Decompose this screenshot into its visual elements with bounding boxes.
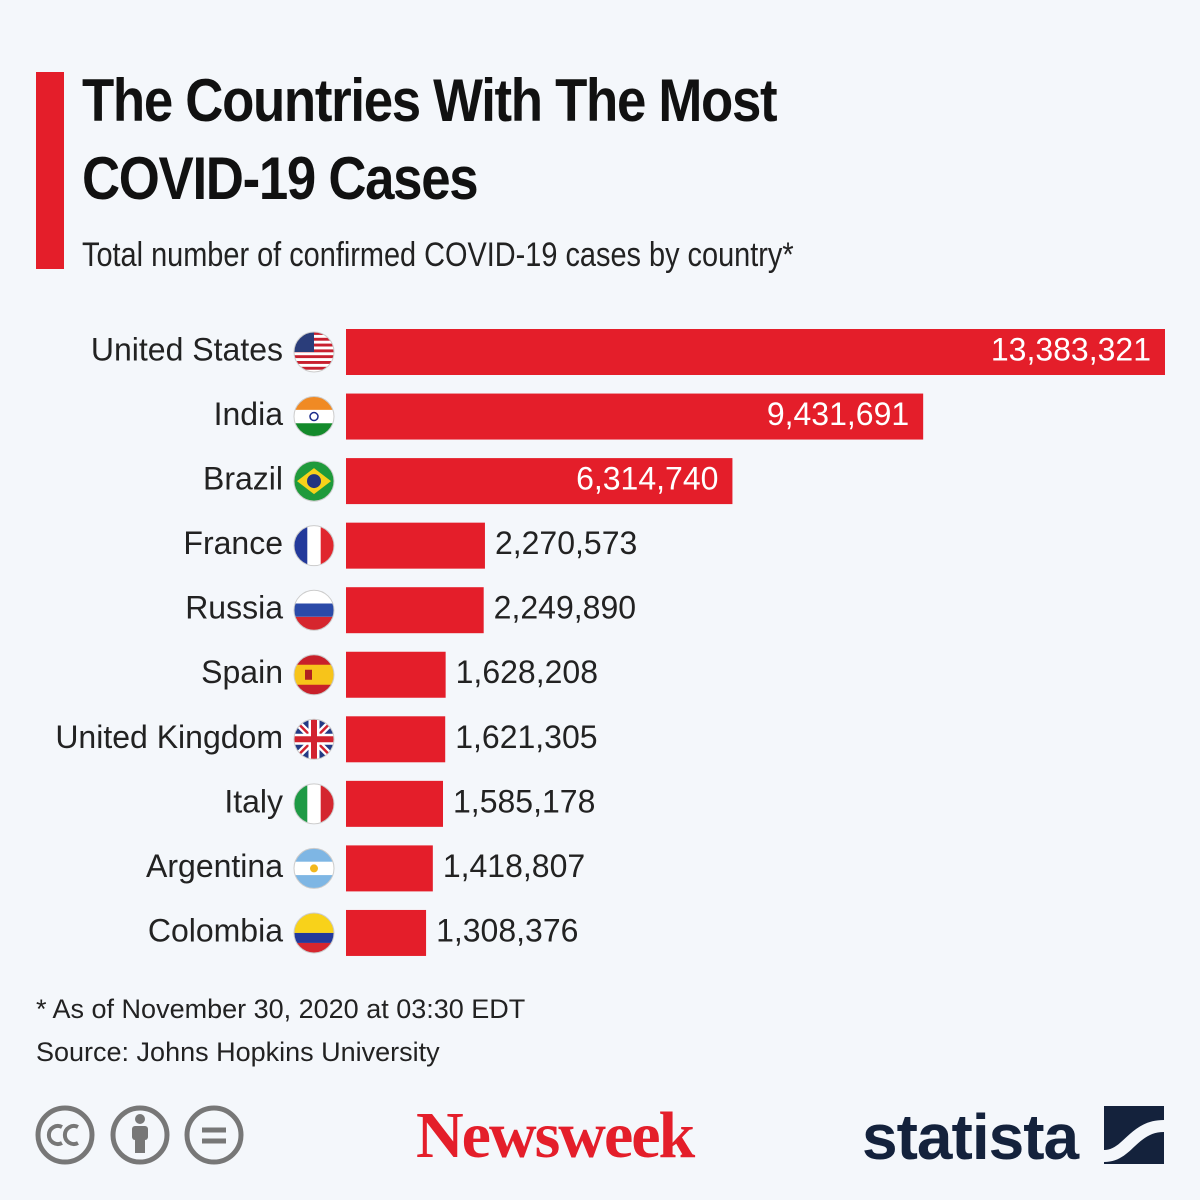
- flag-ring: [293, 396, 335, 438]
- bar: [346, 780, 444, 827]
- category-label: France: [183, 525, 283, 561]
- flag: [294, 396, 334, 437]
- flag-emblem: [305, 669, 312, 680]
- value-label: 1,621,305: [455, 719, 597, 755]
- flag-ring: [293, 847, 335, 889]
- flag-globe: [307, 474, 321, 489]
- chart: United States 13,383,321 India 9,431,691 Bra…: [55, 329, 1165, 956]
- bar: [346, 587, 484, 634]
- brand-statista: statista: [862, 1101, 1079, 1173]
- flag-ring: [293, 783, 335, 825]
- value-label: 13,383,321: [991, 331, 1151, 367]
- flag-stripe: [294, 366, 334, 370]
- license-icons: [35, 1105, 244, 1165]
- chart-subtitle: Total number of confirmed COVID-19 cases…: [82, 236, 794, 274]
- value-label: 1,628,208: [456, 654, 598, 690]
- category-label: Spain: [201, 654, 283, 690]
- accent-bar: [36, 72, 64, 269]
- flag: [294, 525, 334, 566]
- bar: [346, 909, 427, 956]
- flag-stripe: [294, 355, 334, 359]
- value-label: 1,585,178: [453, 783, 595, 819]
- category-label: United States: [91, 331, 283, 367]
- bar: [346, 845, 433, 892]
- bar: [346, 716, 446, 763]
- flag: [294, 719, 334, 760]
- flag-stripe: [294, 616, 334, 631]
- bar: [346, 393, 924, 440]
- category-label: India: [214, 396, 284, 432]
- flag: [294, 332, 334, 372]
- flag-ring: [293, 912, 335, 954]
- source: Source: Johns Hopkins University: [36, 1037, 440, 1067]
- value-label: 1,308,376: [436, 912, 578, 948]
- flag-ring: [293, 460, 335, 502]
- value-label: 6,314,740: [576, 461, 718, 497]
- flag-stripe: [294, 783, 308, 824]
- flag-stripe: [294, 525, 308, 566]
- flag-ring: [293, 654, 335, 696]
- flag-stripe: [294, 912, 334, 933]
- category-label: Brazil: [203, 461, 283, 497]
- flag: [294, 461, 334, 502]
- chart-title: The Countries With The Most COVID-19 Cas…: [82, 67, 778, 212]
- category-label: Russia: [185, 590, 283, 626]
- flag: [294, 912, 334, 953]
- flag-sun: [310, 864, 318, 873]
- bar: [346, 458, 733, 505]
- footnote: * As of November 30, 2020 at 03:30 EDT: [36, 994, 526, 1024]
- flag-stripe: [294, 875, 334, 889]
- flag: [294, 783, 334, 824]
- flag-stripe: [294, 603, 334, 617]
- flag-ring: [293, 718, 335, 760]
- flag-stripe: [294, 423, 334, 437]
- bar: [346, 522, 485, 569]
- flag-stripe: [320, 525, 334, 566]
- flag-stripe: [294, 848, 334, 862]
- brand-newsweek: Newsweek: [416, 1099, 695, 1172]
- flag: [294, 654, 334, 695]
- bar: [346, 651, 446, 698]
- flag-cross: [294, 719, 334, 760]
- flag-stripe: [294, 396, 334, 410]
- flag: [294, 848, 334, 889]
- flag-stripe: [294, 664, 334, 685]
- flag-ring: [293, 525, 335, 567]
- flag: [294, 590, 334, 631]
- category-label: Colombia: [148, 912, 283, 948]
- flag-ring: [293, 331, 335, 373]
- flag-emblem: [309, 411, 319, 422]
- statista-logo: [1104, 1106, 1164, 1164]
- value-label: 9,431,691: [767, 396, 909, 432]
- value-label: 2,249,890: [494, 590, 636, 626]
- category-label: Italy: [224, 783, 283, 819]
- bar: [346, 329, 1165, 375]
- category-label: Argentina: [146, 848, 283, 884]
- flag-stripe: [294, 942, 334, 953]
- flag-stripe: [320, 783, 334, 824]
- flag-stripe: [294, 361, 334, 364]
- flag-stripe: [294, 932, 334, 943]
- value-label: 1,418,807: [443, 848, 585, 884]
- category-label: United Kingdom: [55, 719, 283, 755]
- value-label: 2,270,573: [495, 525, 637, 561]
- flag-ring: [293, 589, 335, 631]
